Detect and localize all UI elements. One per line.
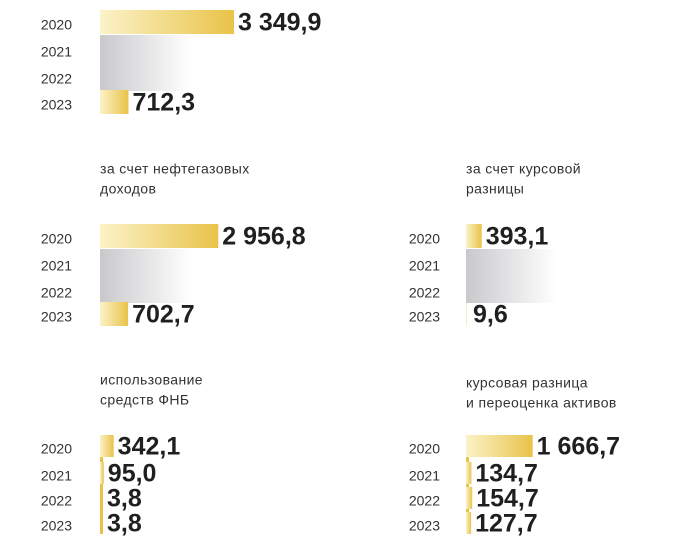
chart-title: использование bbox=[100, 372, 203, 388]
year-label: 2023 bbox=[41, 97, 72, 113]
value-label: 9,6 bbox=[473, 301, 508, 329]
year-label: 2021 bbox=[409, 468, 440, 484]
year-label: 2023 bbox=[41, 518, 72, 534]
year-label: 2021 bbox=[41, 258, 72, 274]
value-label: 3 349,9 bbox=[238, 9, 321, 37]
chart-title: средств ФНБ bbox=[100, 392, 190, 408]
chart-title: курсовая разница bbox=[466, 375, 588, 391]
value-label: 393,1 bbox=[486, 223, 549, 251]
chart-title: за счет нефтегазовых bbox=[100, 161, 250, 177]
bar bbox=[100, 302, 129, 326]
year-label: 2023 bbox=[41, 309, 72, 325]
bar bbox=[466, 224, 482, 248]
year-label: 2022 bbox=[409, 493, 440, 509]
bar-start-line bbox=[466, 435, 469, 534]
year-label: 2022 bbox=[41, 493, 72, 509]
value-label: 1 666,7 bbox=[537, 433, 620, 461]
value-label: 154,7 bbox=[476, 485, 539, 513]
bar bbox=[100, 10, 234, 34]
year-label: 2022 bbox=[41, 285, 72, 301]
bar bbox=[466, 435, 533, 457]
year-label: 2021 bbox=[41, 468, 72, 484]
chart-title: и переоценка активов bbox=[466, 395, 617, 411]
value-label: 342,1 bbox=[118, 433, 181, 461]
gray-band bbox=[466, 249, 556, 303]
year-label: 2020 bbox=[41, 231, 72, 247]
chart-title: разницы bbox=[466, 181, 524, 197]
year-label: 2021 bbox=[409, 258, 440, 274]
year-label: 2023 bbox=[409, 518, 440, 534]
year-label: 2020 bbox=[409, 441, 440, 457]
year-label: 2020 bbox=[41, 17, 72, 33]
value-label: 127,7 bbox=[475, 510, 538, 538]
value-label: 712,3 bbox=[132, 89, 195, 117]
chart-title: за счет курсовой bbox=[466, 161, 581, 177]
year-label: 2020 bbox=[41, 441, 72, 457]
year-label: 2023 bbox=[409, 309, 440, 325]
value-label: 95,0 bbox=[108, 460, 157, 488]
value-label: 3,8 bbox=[107, 485, 142, 513]
year-label: 2022 bbox=[41, 71, 72, 87]
bar-start-line bbox=[100, 435, 103, 534]
value-label: 702,7 bbox=[132, 301, 195, 329]
chart-title: доходов bbox=[100, 181, 156, 197]
bar bbox=[100, 435, 114, 457]
bar bbox=[466, 487, 473, 509]
gray-band bbox=[100, 35, 190, 91]
value-label: 134,7 bbox=[475, 460, 538, 488]
year-label: 2022 bbox=[409, 285, 440, 301]
bar bbox=[100, 90, 129, 114]
year-label: 2020 bbox=[409, 231, 440, 247]
bar bbox=[100, 224, 219, 248]
year-label: 2021 bbox=[41, 44, 72, 60]
bar bbox=[466, 512, 472, 534]
bar bbox=[466, 462, 472, 484]
value-label: 2 956,8 bbox=[222, 223, 306, 251]
bar bbox=[100, 462, 104, 484]
value-label: 3,8 bbox=[107, 510, 142, 538]
gray-band bbox=[100, 249, 190, 303]
